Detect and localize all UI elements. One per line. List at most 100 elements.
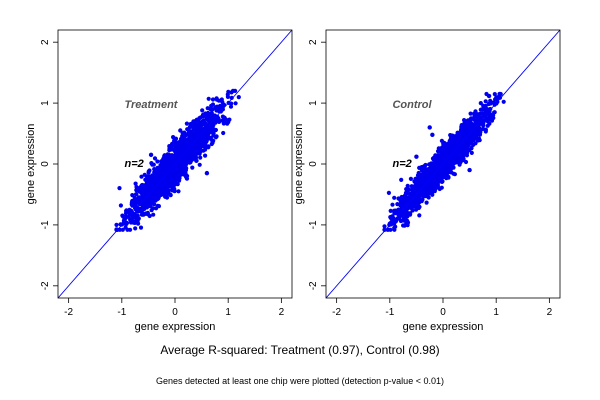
scatter-point <box>139 174 144 179</box>
scatter-point <box>210 102 216 107</box>
scatter-point <box>178 171 183 176</box>
scatter-point <box>114 222 119 227</box>
scatter-point <box>451 165 456 170</box>
scatter-point <box>202 123 208 128</box>
scatter-point <box>441 156 446 161</box>
scatter-point <box>203 111 208 116</box>
scatter-point <box>439 160 444 165</box>
scatter-point <box>136 221 141 226</box>
scatter-point <box>408 211 413 216</box>
scatter-point <box>390 202 395 207</box>
scatter-point <box>147 180 152 185</box>
scatter-point <box>206 96 211 101</box>
scatter-point <box>177 149 182 154</box>
scatter-point <box>482 114 488 119</box>
scatter-point <box>420 193 426 198</box>
scatter-point <box>469 150 474 155</box>
scatter-point <box>386 190 391 195</box>
scatter-point <box>225 94 230 99</box>
scatter-point <box>167 152 172 157</box>
scatter-point <box>133 226 138 231</box>
sample-count-label: n=2 <box>392 158 411 170</box>
scatter-point <box>398 201 403 206</box>
scatter-point <box>468 111 473 116</box>
scatter-point <box>455 157 460 162</box>
scatter-point <box>117 186 122 191</box>
scatter-point <box>133 181 138 186</box>
scatter-point <box>492 110 497 115</box>
scatter-point <box>447 153 452 158</box>
scatter-point <box>416 205 421 211</box>
scatter-point <box>159 192 164 197</box>
scatter-point <box>211 131 216 136</box>
scatter-point <box>463 127 469 132</box>
scatter-point <box>452 140 457 145</box>
x-tick-label: -2 <box>332 307 341 318</box>
x-tick-label: 1 <box>225 307 231 318</box>
outlier-point <box>414 154 419 159</box>
scatter-point <box>147 194 153 200</box>
scatter-point <box>205 117 210 122</box>
scatter-point <box>462 140 468 145</box>
scatter-point <box>428 171 433 176</box>
scatter-point <box>501 99 506 104</box>
scatter-point <box>195 129 200 134</box>
scatter-point <box>130 211 135 216</box>
scatter-point <box>466 135 472 140</box>
scatter-point <box>164 191 169 196</box>
scatter-point <box>486 93 491 99</box>
scatter-point <box>229 90 234 95</box>
scatter-point <box>165 165 170 170</box>
scatter-point <box>478 127 484 132</box>
scatter-point <box>118 203 123 208</box>
scatter-point <box>201 148 206 153</box>
scatter-point <box>405 223 410 228</box>
outlier-point <box>148 152 154 158</box>
scatter-point <box>392 195 397 200</box>
x-tick-label: 2 <box>547 307 553 318</box>
scatter-point <box>442 148 447 153</box>
scatter-point <box>402 195 407 200</box>
scatter-point <box>140 204 146 209</box>
scatter-point <box>399 177 404 182</box>
scatter-point <box>132 195 137 200</box>
scatter-point <box>406 197 411 202</box>
scatter-point <box>466 118 471 123</box>
scatter-point <box>462 121 467 126</box>
scatter-point <box>382 224 387 229</box>
scatter-point <box>198 155 203 160</box>
scatter-point <box>173 175 178 180</box>
scatter-point <box>413 190 418 195</box>
scatter-point <box>168 170 174 175</box>
scatter-point <box>205 144 210 149</box>
scatter-point <box>167 144 172 149</box>
scatter-point <box>194 122 199 127</box>
scatter-point <box>134 192 139 197</box>
y-tick-label: 1 <box>40 100 51 106</box>
scatter-point <box>145 210 150 215</box>
scatter-point <box>190 148 195 154</box>
scatter-point <box>439 185 444 190</box>
scatter-point <box>187 154 192 159</box>
scatter-point <box>161 157 166 162</box>
scatter-point <box>229 95 234 100</box>
scatter-point <box>188 133 193 138</box>
scatter-point <box>176 189 181 194</box>
scatter-point <box>142 186 147 191</box>
scatter-point <box>157 188 162 193</box>
scatter-point <box>211 128 216 133</box>
x-tick-label: 2 <box>279 307 285 318</box>
outlier-point <box>427 125 432 130</box>
scatter-point <box>401 223 406 228</box>
x-tick-label: -1 <box>117 307 126 318</box>
scatter-point <box>152 202 157 207</box>
scatter-point <box>420 197 425 202</box>
scatter-point <box>483 99 488 104</box>
scatter-point <box>497 91 502 97</box>
scatter-point <box>482 106 487 112</box>
scatter-point <box>222 115 227 120</box>
scatter-point <box>463 146 468 151</box>
scatter-point <box>167 160 172 165</box>
scatter-point <box>382 227 387 232</box>
